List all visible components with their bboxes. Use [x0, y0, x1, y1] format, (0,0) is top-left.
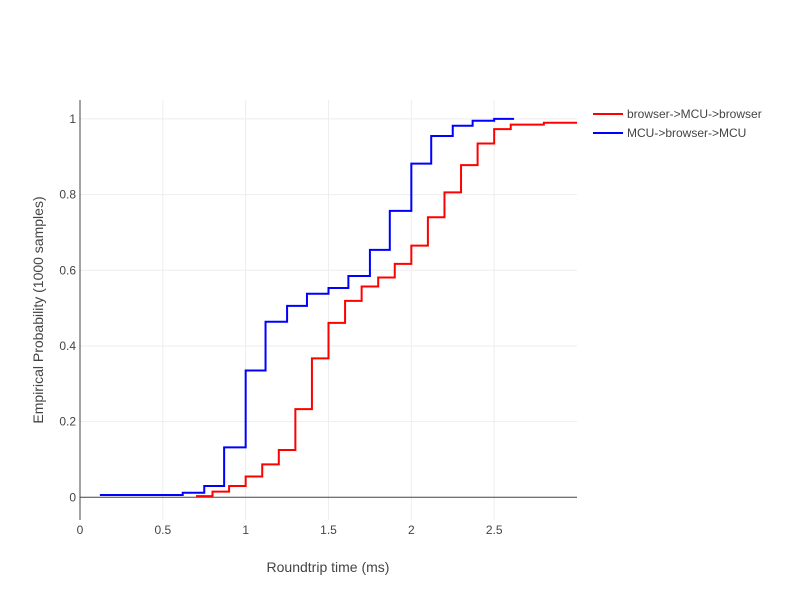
- legend-label: browser->MCU->browser: [627, 107, 762, 121]
- grid-lines: [80, 100, 577, 520]
- y-tick-label: 0.4: [59, 339, 76, 353]
- y-axis-title: Empirical Probability (1000 samples): [30, 196, 46, 423]
- x-axis-title: Roundtrip time (ms): [267, 559, 390, 575]
- axes: [79, 100, 577, 520]
- y-tick-label: 0.8: [59, 188, 76, 202]
- y-tick-label: 0: [69, 490, 76, 504]
- series-line-mcu-browser-mcu: [99, 117, 515, 497]
- x-tick-label: 2.5: [486, 523, 503, 537]
- legend-item[interactable]: MCU->browser->MCU: [593, 126, 746, 140]
- x-tick-label: 0: [77, 523, 84, 537]
- series-line-browser-mcu-browser: [195, 121, 577, 498]
- series-lines: [99, 117, 577, 498]
- tick-labels: 0 0.5 1 1.5 2 2.5 0 0.2 0.4 0.6 0.8 1: [59, 112, 503, 537]
- x-tick-label: 1: [242, 523, 249, 537]
- legend-item[interactable]: browser->MCU->browser: [593, 107, 762, 121]
- legend[interactable]: browser->MCU->browser MCU->browser->MCU: [593, 107, 762, 140]
- legend-label: MCU->browser->MCU: [627, 126, 746, 140]
- x-tick-label: 0.5: [154, 523, 171, 537]
- y-tick-label: 1: [69, 112, 76, 126]
- x-tick-label: 2: [408, 523, 415, 537]
- y-tick-label: 0.6: [59, 263, 76, 277]
- y-tick-label: 0.2: [59, 415, 76, 429]
- x-tick-label: 1.5: [320, 523, 337, 537]
